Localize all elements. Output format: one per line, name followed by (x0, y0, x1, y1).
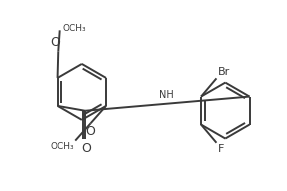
Text: O: O (51, 36, 60, 49)
Text: O: O (86, 125, 96, 138)
Text: OCH₃: OCH₃ (50, 142, 74, 151)
Text: OCH₃: OCH₃ (63, 24, 86, 33)
Text: F: F (218, 144, 224, 154)
Text: Br: Br (218, 67, 230, 77)
Text: O: O (81, 142, 91, 155)
Text: NH: NH (158, 90, 173, 100)
